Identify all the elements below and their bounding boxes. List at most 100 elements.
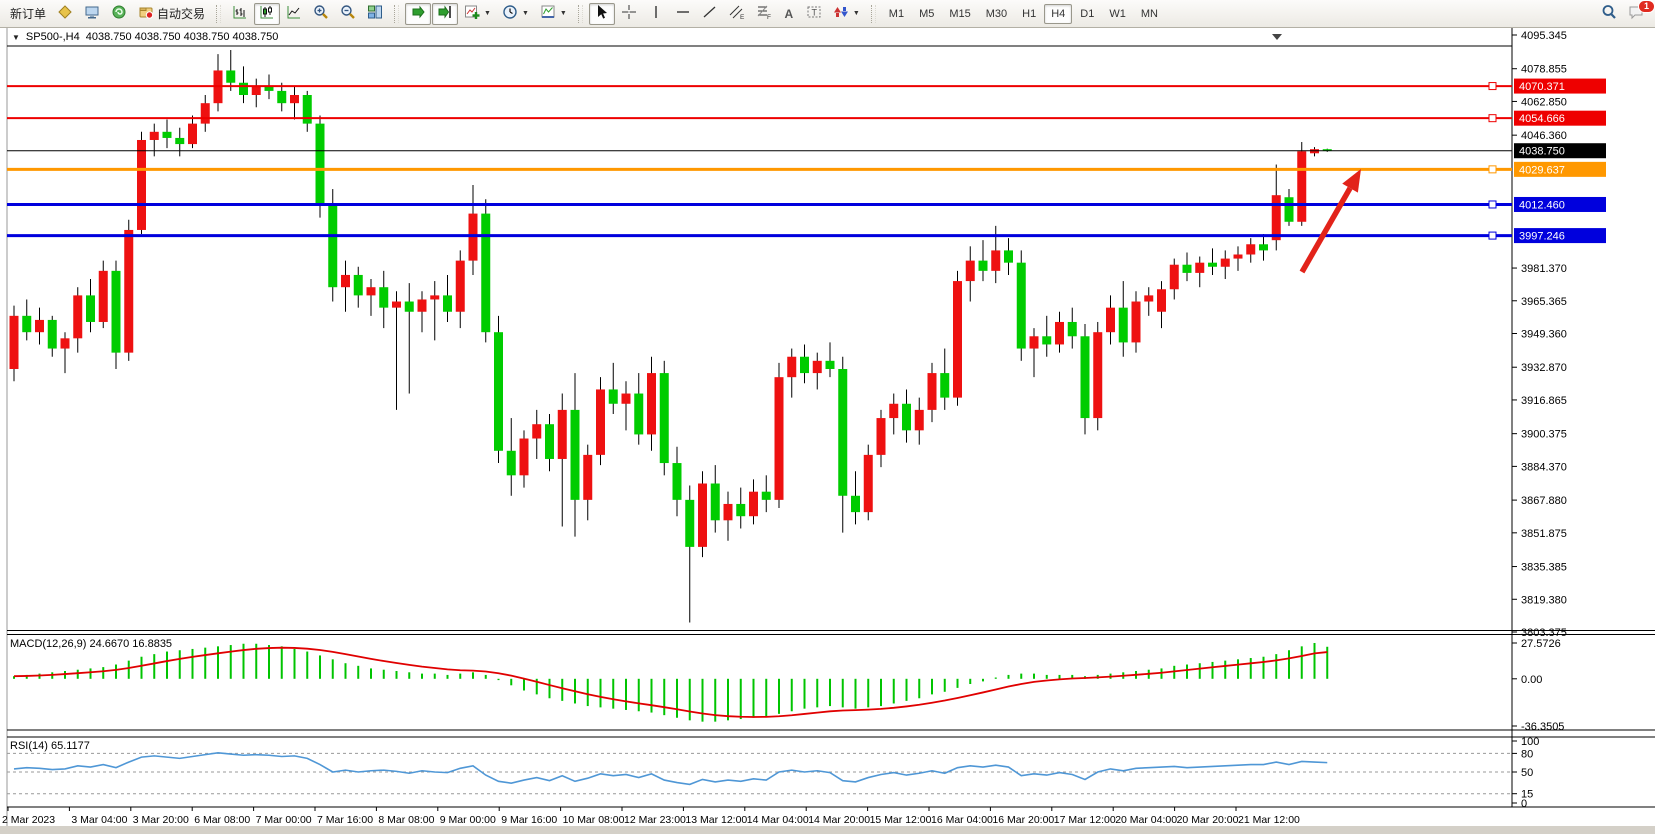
candle: [1106, 307, 1115, 333]
zoom-in-button[interactable]: [308, 3, 334, 25]
candle: [698, 483, 707, 547]
candle: [723, 503, 733, 521]
vertical-line-tool-button[interactable]: [643, 3, 669, 25]
candle: [175, 137, 185, 145]
candle: [22, 315, 32, 333]
trendline-tool-button[interactable]: [697, 3, 723, 25]
candlestick-chart-icon: [259, 4, 275, 23]
candle: [494, 332, 503, 451]
hline-handle[interactable]: [1488, 200, 1497, 209]
hline-handle[interactable]: [1488, 165, 1497, 174]
candlestick-series: [9, 50, 1332, 623]
indicators-button[interactable]: ▼: [459, 3, 496, 25]
price-tick-label: 3819.380: [1521, 594, 1567, 606]
candle: [838, 368, 848, 496]
timeframe-M5[interactable]: M5: [919, 7, 935, 20]
timeframe-MN[interactable]: MN: [1140, 7, 1158, 20]
candle: [1195, 262, 1205, 273]
text-label-tool-button[interactable]: T: [801, 3, 827, 25]
candle: [927, 373, 937, 410]
zoom-out-button[interactable]: [335, 3, 361, 25]
template-icon: [540, 4, 556, 23]
timeframe-H1[interactable]: H1: [1022, 7, 1037, 20]
candle: [1271, 195, 1281, 241]
price-line-label-box: [1514, 161, 1606, 177]
chart-canvas[interactable]: 4095.345 4078.855 4062.850 4046.360 3981.370…: [0, 28, 1655, 834]
price-line-label-box: [1514, 143, 1606, 159]
time-tick-label: 12 Mar 23:00: [624, 814, 686, 826]
candle: [1093, 332, 1103, 419]
candle: [800, 356, 809, 374]
chat-button[interactable]: 1: [1623, 0, 1655, 25]
text-tool-button[interactable]: A: [778, 3, 800, 25]
equidistant-channel-icon: E: [729, 4, 745, 23]
search-button[interactable]: [1596, 3, 1622, 25]
candle: [1004, 250, 1013, 263]
candle: [9, 315, 19, 369]
price-axis: 4095.345 4078.855 4062.850 4046.360 3981.370…: [1512, 30, 1606, 639]
crosshair-button[interactable]: [616, 3, 642, 25]
candle: [1067, 321, 1077, 337]
hline-handle[interactable]: [1488, 82, 1497, 91]
time-tick-label: 17 Mar 12:00: [1054, 814, 1116, 826]
toolbar-grip: [216, 4, 222, 23]
candle: [761, 491, 771, 500]
new-order-button[interactable]: 新订单: [5, 3, 51, 25]
timeframe-M30[interactable]: M30: [985, 7, 1008, 20]
annotation-arrow[interactable]: [1299, 169, 1361, 274]
timeframe-M1[interactable]: M1: [888, 7, 905, 20]
hline-handle[interactable]: [1488, 231, 1497, 240]
time-tick-label: 9 Mar 00:00: [440, 814, 496, 826]
arrows-tool-button[interactable]: ▼: [828, 3, 865, 25]
templates-button[interactable]: ▼: [535, 3, 572, 25]
signals-button[interactable]: [106, 3, 132, 25]
candle: [876, 418, 886, 455]
timeframe-W1[interactable]: W1: [1109, 7, 1126, 20]
terminal-icon: [84, 4, 100, 23]
candlestick-chart-button[interactable]: [254, 2, 281, 25]
candle: [417, 299, 427, 312]
symbol-dropdown-icon[interactable]: ▼: [12, 32, 20, 42]
macd-indicator-label: MACD(12,26,9) 24.6670 16.8835: [10, 638, 173, 650]
ohlc-values: 4038.750 4038.750 4038.750 4038.750: [85, 31, 279, 43]
candle: [902, 403, 911, 431]
timeframe-M15[interactable]: M15: [949, 7, 971, 20]
macd-axis-label: 27.5726: [1521, 638, 1561, 650]
candle: [1169, 264, 1179, 290]
price-tick-label: 3835.385: [1521, 562, 1567, 574]
price-line-label: 4012.460: [1519, 199, 1565, 211]
macd-panel: 27.5726 0.00 -36.3505: [13, 638, 1564, 733]
channel-tool-button[interactable]: E: [724, 3, 750, 25]
price-tick-label: 4078.855: [1521, 64, 1567, 76]
candle: [1131, 301, 1141, 343]
price-line-label: 4029.637: [1519, 164, 1565, 176]
candle: [60, 338, 70, 349]
line-chart-button[interactable]: [281, 3, 307, 25]
timeframe-D1[interactable]: D1: [1080, 7, 1095, 20]
chart-shift-button[interactable]: [432, 2, 459, 25]
time-tick-label: 3 Mar 04:00: [71, 814, 127, 826]
timeframe-H4[interactable]: H4: [1044, 3, 1073, 24]
tile-windows-button[interactable]: [362, 3, 388, 25]
time-tick-label: 7 Mar 16:00: [317, 814, 373, 826]
auto-scroll-button[interactable]: [405, 2, 432, 25]
candle: [366, 287, 376, 296]
horizontal-line-tool-button[interactable]: [670, 3, 696, 25]
fibonacci-tool-button[interactable]: F: [751, 3, 777, 25]
candle: [341, 274, 350, 288]
macd-axis-label: 0.00: [1521, 674, 1542, 686]
new-order-label: 新订单: [10, 7, 47, 21]
hline-objects: [7, 82, 1512, 240]
cursor-button[interactable]: [588, 2, 615, 25]
candle: [392, 301, 401, 308]
metaeditor-button[interactable]: [52, 3, 78, 25]
auto-trading-button[interactable]: 自动交易: [133, 3, 210, 25]
candle: [481, 213, 491, 333]
terminal-button[interactable]: [79, 3, 105, 25]
hline-handle[interactable]: [1488, 114, 1497, 123]
chart-shift-icon: [437, 4, 453, 23]
candle: [1310, 149, 1319, 154]
bar-chart-button[interactable]: [227, 3, 253, 25]
chart-window: ▼ SP500-,H4 4038.750 4038.750 4038.750 4…: [0, 28, 1655, 834]
periods-button[interactable]: ▼: [497, 3, 534, 25]
